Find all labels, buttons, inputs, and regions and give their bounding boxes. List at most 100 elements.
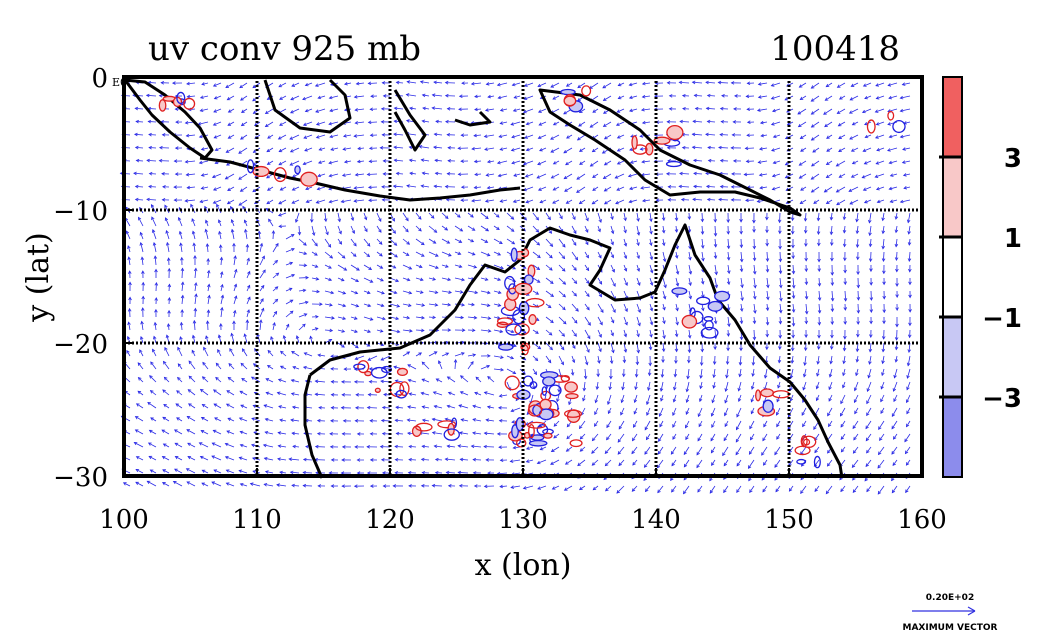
wind-vector (354, 95, 365, 98)
wind-vector-head (565, 448, 570, 452)
wind-vector-head (446, 444, 451, 449)
wind-vector (376, 264, 383, 269)
wind-vector-head (804, 310, 809, 315)
wind-vector (267, 160, 274, 165)
wind-vector-head (594, 411, 598, 416)
wind-vector (441, 238, 450, 244)
wind-vector-head (329, 432, 333, 436)
wind-vector-head (433, 184, 438, 189)
wind-vector (662, 290, 666, 299)
wind-vector (402, 225, 409, 232)
wind-vector-head (395, 405, 399, 410)
wind-vector-head (315, 277, 320, 281)
wind-vector (787, 121, 794, 126)
wind-vector-head (602, 123, 607, 127)
wind-vector (226, 390, 235, 396)
wind-vector (201, 82, 209, 85)
wind-vector-head (649, 256, 654, 261)
wind-vector (571, 251, 578, 261)
wind-vector-head (868, 219, 872, 224)
wind-vector (902, 160, 911, 164)
wind-vector (150, 417, 157, 422)
wind-vector-head (289, 470, 294, 475)
wind-vector (790, 394, 794, 402)
wind-vector (579, 420, 586, 429)
wind-vector-head (497, 303, 502, 307)
wind-vector-head (563, 149, 567, 154)
wind-vector (597, 251, 602, 259)
wind-vector (718, 147, 729, 149)
wind-vector-head (573, 280, 578, 285)
wind-vector (537, 160, 547, 165)
wind-vector-head (674, 348, 679, 353)
wind-vector (409, 172, 417, 175)
wind-vector-head (732, 120, 737, 124)
wind-vector-head (366, 445, 370, 449)
wind-vector (595, 394, 599, 403)
wind-vector-head (662, 306, 666, 311)
wind-vector-head (765, 258, 770, 262)
wind-vector-head (200, 430, 205, 434)
wind-vector-head (302, 96, 306, 101)
wind-vector-head (460, 159, 464, 163)
wind-vector-head (291, 200, 296, 204)
wind-vector-head (314, 83, 319, 87)
wind-vector (869, 225, 872, 236)
wind-vector-head (498, 418, 503, 423)
wind-vector-head (379, 253, 383, 257)
wind-vector (227, 186, 235, 191)
wind-vector (610, 342, 614, 353)
wind-vector (579, 160, 586, 165)
wind-vector (363, 277, 373, 283)
wind-vector-head (140, 320, 144, 325)
wind-vector-head (163, 403, 167, 408)
wind-vector-head (167, 283, 172, 288)
wind-vector (257, 333, 261, 344)
wind-vector (227, 199, 235, 205)
wind-vector-head (714, 284, 719, 289)
wind-vector-head (487, 290, 491, 295)
wind-vector-head (566, 423, 571, 428)
wind-vector (264, 404, 274, 409)
wind-vector-head (200, 186, 205, 190)
wind-vector-head (776, 423, 780, 428)
wind-vector (649, 316, 653, 325)
wind-vector (558, 264, 566, 272)
wind-vector-head (865, 463, 869, 468)
wind-vector-head (330, 147, 335, 151)
wind-vector-head (657, 450, 662, 455)
wind-vector-head (259, 319, 263, 324)
wind-vector-head (277, 213, 282, 217)
wind-vector-head (726, 281, 731, 286)
wind-vector (805, 290, 808, 300)
wind-vector (661, 368, 664, 378)
wind-vector-head (341, 458, 345, 462)
wind-vector (514, 95, 521, 99)
wind-vector-head (485, 418, 490, 422)
wind-vector (711, 446, 716, 453)
wind-vector (402, 290, 412, 294)
wind-vector-head (856, 271, 860, 276)
wind-vector (303, 472, 313, 474)
wind-vector-head (745, 94, 750, 99)
wind-vector-head (185, 172, 190, 177)
wind-vector (350, 303, 359, 307)
wind-vector (305, 186, 313, 190)
wind-vector-head (662, 320, 666, 325)
wind-vector-head (434, 158, 438, 163)
wind-vector (422, 94, 430, 97)
wind-vector-head (251, 417, 255, 421)
wind-vector (303, 160, 313, 165)
wind-vector-head (524, 135, 528, 139)
wind-vector (762, 485, 768, 493)
wind-vector-head (330, 354, 334, 359)
wind-vector (298, 313, 307, 318)
wind-vector-head (855, 348, 860, 353)
wind-vector-head (585, 229, 589, 233)
wind-vector (553, 433, 560, 439)
wind-vector-head (285, 323, 290, 328)
wind-vector-head (433, 351, 438, 355)
wind-vector (753, 290, 756, 300)
wind-vector-head (603, 136, 608, 140)
wind-vector-head (241, 378, 245, 382)
